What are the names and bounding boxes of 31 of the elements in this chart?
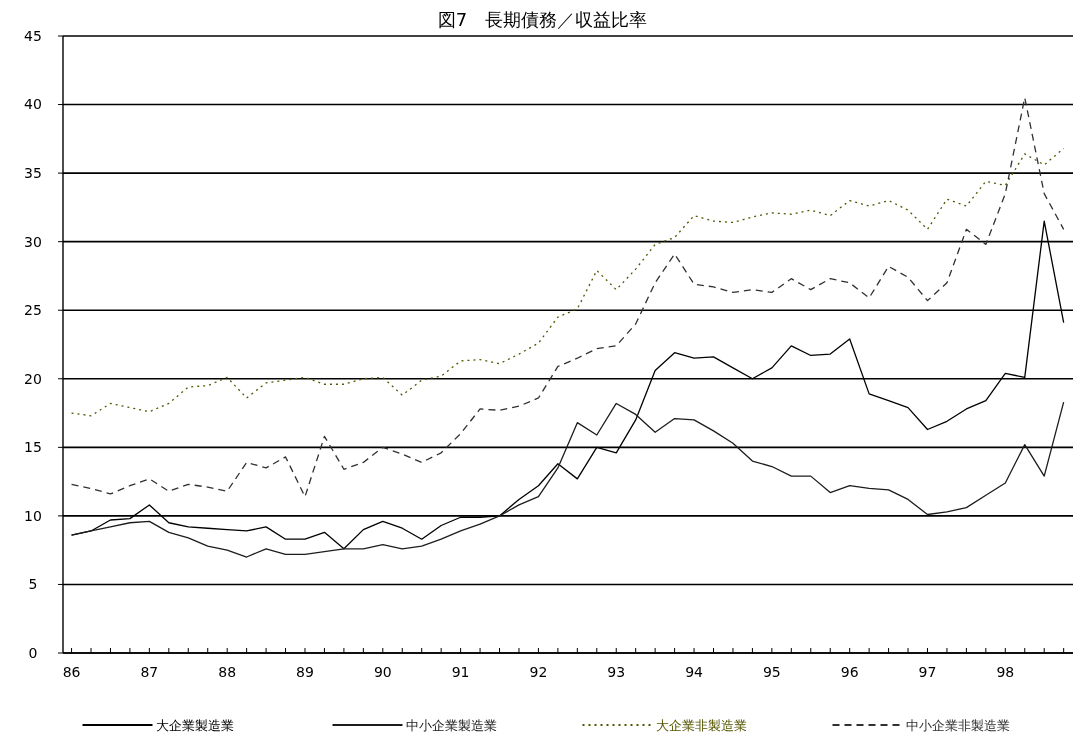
chart-title: 図7 長期債務／収益比率 (437, 9, 648, 30)
line-series (70, 147, 1065, 417)
x-tick-label: 96 (840, 664, 859, 680)
y-tick-label: 30 (24, 233, 42, 250)
x-tick-label: 92 (529, 664, 548, 680)
x-tick-label: 97 (918, 664, 937, 680)
text: 大企業製造業 (155, 717, 234, 733)
y-tick-label: 10 (24, 507, 42, 524)
x-tick-label: 88 (218, 664, 237, 680)
y-tick-label: 25 (24, 302, 42, 319)
y-tick-label: 45 (24, 27, 42, 44)
y-tick-label: 35 (24, 165, 42, 182)
y-tick-label: 0 (28, 644, 38, 661)
x-tick-label: 94 (685, 664, 704, 680)
line-series (70, 97, 1065, 498)
y-tick-label: 20 (24, 370, 42, 387)
y-tick-label: 40 (24, 96, 42, 113)
x-tick-label: 90 (373, 664, 392, 680)
x-tick-label: 91 (451, 664, 470, 680)
text: 大企業非製造業 (655, 717, 747, 733)
x-tick-label: 86 (62, 664, 81, 680)
x-tick-label: 87 (140, 664, 159, 680)
text: 中小企業製造業 (405, 717, 497, 733)
y-tick-label: 15 (24, 439, 42, 456)
y-tick-label: 5 (28, 576, 38, 593)
x-tick-label: 89 (296, 664, 314, 680)
x-tick-label: 95 (762, 664, 781, 680)
x-tick-label: 93 (607, 664, 626, 680)
text: 中小企業非製造業 (905, 717, 1010, 733)
line-series (70, 401, 1065, 558)
x-tick-label: 98 (996, 664, 1015, 680)
